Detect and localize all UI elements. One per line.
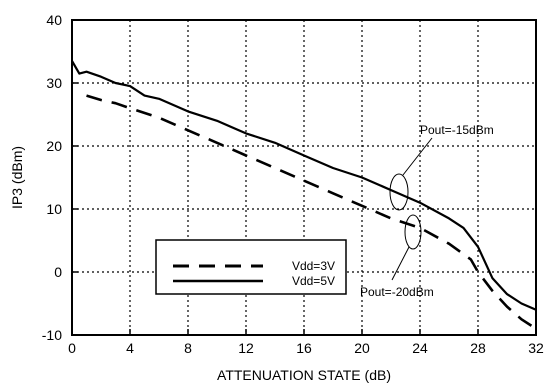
y-tick-label: 20 [46, 138, 62, 154]
annotation-leader-15dbm [402, 137, 433, 176]
x-tick-label: 28 [470, 340, 486, 356]
annotation-ellipse-15dbm [389, 173, 409, 211]
legend: Vdd=3V Vdd=5V [155, 239, 347, 295]
tick-labels: 0 4 8 12 16 20 24 28 32 -10 0 10 20 30 40 [42, 12, 544, 356]
legend-label-vdd3v: Vdd=3V [292, 259, 335, 273]
x-tick-label: 4 [126, 340, 134, 356]
annotations: Pout=-15dBm Pout=-20dBm [360, 123, 494, 299]
x-tick-label: 24 [412, 340, 428, 356]
x-tick-label: 16 [296, 340, 312, 356]
x-tick-label: 0 [68, 340, 76, 356]
y-tick-label: 10 [46, 201, 62, 217]
plot-area-frame [71, 19, 537, 336]
y-tick-label: 30 [46, 75, 62, 91]
series-line-vdd5v [71, 60, 537, 311]
x-axis-label: ATTENUATION STATE (dB) [217, 367, 391, 383]
x-tick-label: 32 [528, 340, 544, 356]
annotation-ellipse-20dbm [404, 214, 422, 250]
y-tick-label: 0 [54, 264, 62, 280]
legend-label-vdd5v: Vdd=5V [292, 274, 335, 288]
annotation-pout-15dbm: Pout=-15dBm [420, 123, 494, 137]
x-tick-label: 12 [238, 340, 254, 356]
annotation-leader-20dbm [391, 246, 410, 281]
y-axis-label: IP3 (dBm) [9, 146, 25, 209]
annotation-pout-20dbm: Pout=-20dBm [360, 285, 434, 299]
series-line-vdd3v [86, 94, 537, 330]
y-tick-label: 40 [46, 12, 62, 28]
x-tick-label: 20 [354, 340, 370, 356]
series-lines [71, 60, 537, 330]
y-tick-label: -10 [42, 327, 62, 343]
x-tick-label: 8 [184, 340, 192, 356]
